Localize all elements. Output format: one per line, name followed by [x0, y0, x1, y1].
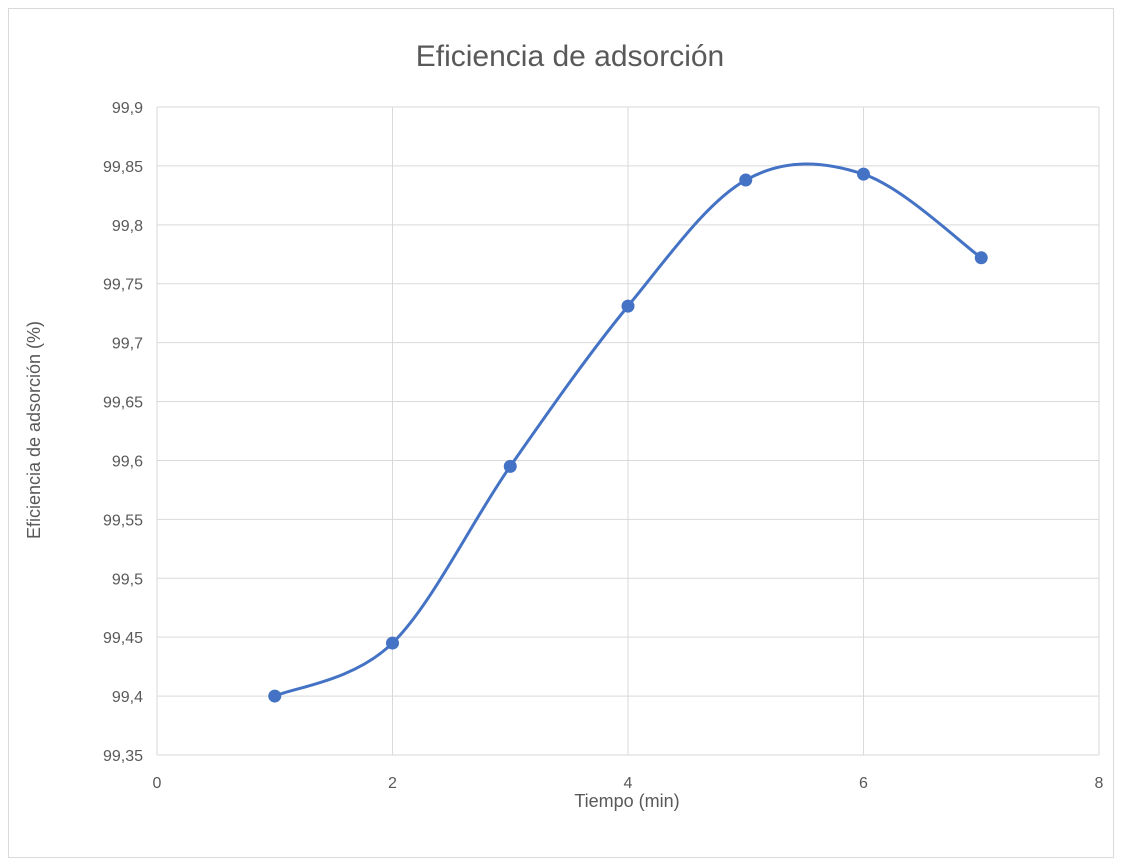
data-point — [621, 299, 635, 313]
x-axis-ticks: 0 2 4 6 8 — [153, 775, 1104, 792]
x-axis-title: Tiempo (min) — [574, 791, 679, 811]
y-tick-label: 99,45 — [103, 630, 143, 647]
y-tick-label: 99,6 — [112, 453, 143, 470]
y-tick-label: 99,8 — [112, 218, 143, 235]
y-axis-title: Eficiencia de adsorción (%) — [24, 321, 44, 539]
y-tick-label: 99,9 — [112, 100, 143, 117]
x-tick-label: 2 — [388, 775, 397, 792]
y-tick-label: 99,4 — [112, 689, 143, 706]
y-tick-label: 99,75 — [103, 277, 143, 294]
y-tick-label: 99,85 — [103, 159, 143, 176]
x-tick-label: 6 — [859, 775, 868, 792]
grid — [156, 106, 1100, 756]
y-tick-label: 99,7 — [112, 336, 143, 353]
y-tick-label: 99,5 — [112, 571, 143, 588]
y-tick-label: 99,35 — [103, 748, 143, 765]
x-tick-label: 0 — [153, 775, 162, 792]
chart-title: Eficiencia de adsorción — [416, 40, 725, 73]
x-tick-label: 4 — [624, 775, 633, 792]
x-tick-label: 8 — [1095, 775, 1104, 792]
y-tick-label: 99,65 — [103, 395, 143, 412]
data-point — [268, 689, 282, 703]
data-point — [503, 459, 517, 473]
y-tick-label: 99,55 — [103, 512, 143, 529]
data-point — [739, 173, 753, 187]
chart-frame — [8, 8, 1114, 858]
data-points — [268, 167, 988, 703]
data-point — [386, 636, 399, 650]
data-point — [857, 167, 870, 181]
y-axis-ticks: 99,35 99,4 99,45 99,5 99,55 99,6 99,65 99,7 99,7… — [103, 100, 143, 765]
data-point — [974, 251, 988, 265]
